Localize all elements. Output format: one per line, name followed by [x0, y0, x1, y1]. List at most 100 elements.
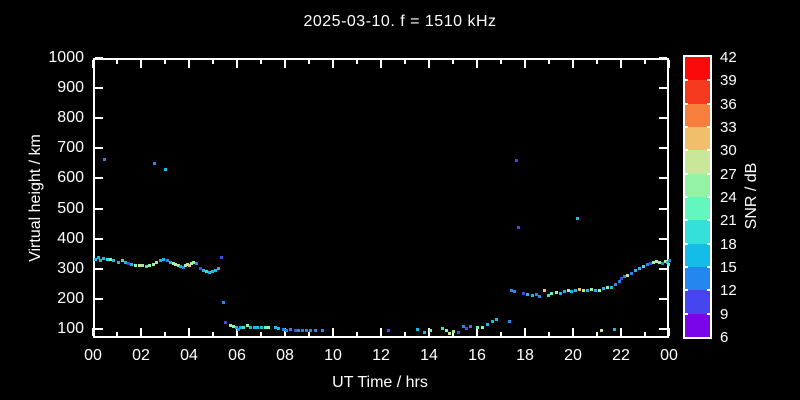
- colorbar-notch: [683, 266, 688, 268]
- data-point: [152, 263, 155, 266]
- colorbar-block: [685, 290, 710, 314]
- data-point: [211, 270, 214, 273]
- data-point: [555, 291, 558, 294]
- y-tick: [95, 327, 103, 330]
- y-tick-label: 800: [57, 109, 84, 127]
- x-tick-label: 00: [84, 347, 102, 364]
- colorbar-notch: [683, 126, 688, 128]
- y-tick: [659, 177, 667, 180]
- data-point: [416, 328, 419, 331]
- colorbar-tick-label: 12: [720, 282, 737, 300]
- data-point: [179, 265, 182, 268]
- data-point: [264, 326, 267, 329]
- data-point: [517, 226, 520, 229]
- y-tick-label: 600: [57, 169, 84, 187]
- x-tick: [644, 60, 646, 64]
- x-tick: [332, 60, 334, 68]
- data-point: [309, 329, 312, 332]
- y-tick: [95, 207, 103, 210]
- colorbar-tick-label: 6: [720, 329, 729, 346]
- data-point: [205, 270, 208, 273]
- x-tick: [572, 60, 574, 68]
- data-point: [445, 329, 448, 332]
- data-point: [177, 264, 180, 267]
- data-point: [121, 259, 124, 262]
- data-point: [495, 318, 498, 321]
- y-tick: [95, 87, 103, 90]
- data-point: [510, 289, 513, 292]
- y-tick: [95, 177, 103, 180]
- data-point: [515, 159, 518, 162]
- data-point: [550, 292, 553, 295]
- x-tick: [284, 328, 286, 336]
- data-point: [134, 264, 137, 267]
- colorbar-tick-label: 21: [720, 212, 737, 230]
- data-point: [594, 289, 597, 292]
- data-point: [538, 295, 541, 298]
- x-tick: [452, 60, 454, 64]
- data-point: [668, 259, 671, 262]
- y-tick: [659, 147, 667, 150]
- x-tick: [284, 60, 286, 68]
- data-point: [153, 162, 156, 165]
- data-point: [188, 264, 191, 267]
- colorbar-tick-label: 30: [720, 142, 737, 160]
- data-point: [481, 326, 484, 329]
- data-point: [600, 329, 603, 332]
- data-point: [99, 259, 102, 262]
- colorbar-notch: [707, 196, 712, 198]
- data-point: [578, 288, 581, 291]
- colorbar-notch: [707, 266, 712, 268]
- data-point: [214, 269, 217, 272]
- data-point: [526, 293, 529, 296]
- colorbar-block: [685, 266, 710, 291]
- data-point: [652, 261, 655, 264]
- data-point: [182, 266, 185, 269]
- y-tick: [659, 57, 667, 59]
- colorbar-tick-label: 9: [720, 305, 729, 323]
- data-point: [94, 258, 97, 261]
- y-tick-label: 200: [57, 289, 84, 307]
- data-point: [508, 320, 511, 323]
- data-point: [610, 286, 613, 289]
- y-tick-label: 1000: [48, 49, 84, 66]
- data-point: [220, 256, 223, 259]
- x-tick: [620, 328, 622, 336]
- data-point: [162, 258, 165, 261]
- data-point: [235, 326, 238, 329]
- colorbar-tick-label: 36: [720, 95, 737, 113]
- x-tick: [644, 332, 646, 336]
- data-point: [237, 328, 240, 331]
- colorbar-notch: [707, 312, 712, 315]
- colorbar-block: [685, 196, 710, 221]
- data-point: [469, 325, 472, 328]
- x-tick: [404, 60, 406, 64]
- data-point: [590, 288, 593, 291]
- data-point: [256, 326, 259, 329]
- colorbar-block: [685, 173, 710, 197]
- data-point: [148, 264, 151, 267]
- colorbar-tick-label: 39: [720, 72, 737, 90]
- data-point: [274, 326, 277, 329]
- data-point: [249, 326, 252, 329]
- data-point: [246, 324, 249, 327]
- x-tick: [476, 328, 478, 336]
- y-tick: [659, 207, 667, 210]
- colorbar-notch: [707, 102, 712, 105]
- data-point: [567, 289, 570, 292]
- y-tick: [659, 237, 667, 240]
- y-tick: [95, 267, 103, 270]
- x-tick: [452, 332, 454, 336]
- x-tick-label: 16: [468, 347, 486, 364]
- x-tick: [380, 328, 382, 336]
- data-point: [667, 263, 670, 266]
- colorbar-block: [685, 150, 710, 174]
- x-tick: [236, 60, 238, 68]
- y-tick-label: 900: [57, 79, 84, 97]
- data-point: [452, 330, 455, 333]
- data-point: [462, 325, 465, 328]
- data-point: [106, 258, 109, 261]
- data-point: [208, 271, 211, 274]
- data-point: [285, 329, 288, 332]
- x-tick: [116, 332, 118, 336]
